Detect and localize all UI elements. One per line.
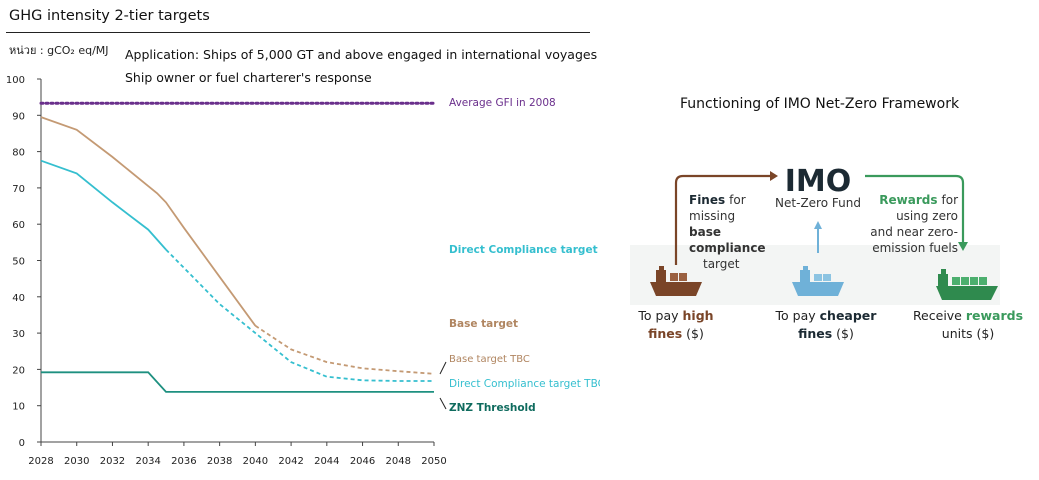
leader-znz	[439, 397, 447, 410]
ship2-caption-d: ($)	[832, 326, 854, 341]
ship2-caption-b: cheaper	[820, 308, 878, 323]
fines-compliance: compliance	[689, 241, 766, 255]
chart-series-labels: Average GFI in 2008 Direct Compliance tar…	[439, 97, 600, 414]
title-divider	[6, 32, 590, 33]
x-tick-label: 2040	[243, 456, 268, 467]
ship2-caption-c: fines	[798, 326, 832, 341]
ship1-caption-a: To pay	[637, 308, 682, 323]
ship1-caption-line2: fines ($)	[648, 326, 704, 341]
x-tick-label: 2048	[386, 456, 411, 467]
y-tick-label: 20	[12, 365, 25, 376]
rewards-near-zero: and near zero-	[870, 225, 958, 239]
y-tick-label: 40	[12, 293, 25, 304]
brown-ship-icon	[650, 266, 702, 296]
x-tick-label: 2034	[135, 456, 160, 467]
y-tick-label: 100	[6, 75, 25, 86]
label-znz: ZNZ Threshold	[449, 402, 536, 414]
x-tick-label: 2046	[350, 456, 375, 467]
x-tick-label: 2032	[100, 456, 125, 467]
fines-missing: missing	[689, 209, 735, 223]
y-tick-label: 0	[19, 438, 25, 449]
fines-arrow	[674, 174, 770, 265]
fines-arrow-head	[770, 171, 778, 181]
label-base-tbc: Base target TBC	[449, 354, 530, 365]
label-dct-tbc: Direct Compliance target TBC	[449, 378, 600, 390]
y-tick-label: 30	[12, 329, 25, 340]
x-tick-label: 2028	[28, 456, 53, 467]
fines-text: Fines for	[689, 193, 746, 207]
leader-base-tbc	[439, 361, 447, 375]
ship3-caption-b: rewards	[966, 308, 1023, 323]
x-tick-label: 2050	[421, 456, 446, 467]
label-base: Base target	[449, 318, 518, 330]
rewards-arrow	[865, 174, 965, 242]
rewards-text: Rewards for	[879, 193, 958, 207]
fines-target: target	[703, 257, 740, 271]
unit-label: หน่วย : gCO₂ eq/MJ	[9, 44, 109, 57]
rewards-for: for	[942, 193, 959, 207]
rewards-emission-fuels: emission fuels	[872, 241, 958, 255]
application-note-line2: Ship owner or fuel charterer's response	[125, 70, 372, 85]
fines-for: for	[729, 193, 746, 207]
y-tick-label: 60	[12, 220, 25, 231]
net-zero-fund-label: Net-Zero Fund	[775, 196, 861, 210]
cheaper-fines-arrow-head	[814, 221, 822, 229]
ship3-caption-a: Receive	[913, 308, 966, 323]
rewards-arrow-head	[958, 242, 968, 251]
y-tick-label: 90	[12, 111, 25, 122]
series-znz-threshold	[41, 371, 434, 393]
series-direct-compliance-target	[40, 159, 167, 251]
chart-series	[39, 101, 436, 393]
ship3-caption-line2: units ($)	[942, 326, 994, 341]
y-tick-label: 80	[12, 148, 25, 159]
green-ship-icon	[936, 269, 998, 300]
rewards-using-zero: using zero	[896, 209, 958, 223]
series-base-target	[40, 116, 257, 327]
framework-title: Functioning of IMO Net-Zero Framework	[680, 96, 960, 112]
ship1-caption-c: fines	[648, 326, 682, 341]
fines-base: base	[689, 225, 721, 239]
chart-axes: 2028 2030 2032 2034 2036 2038 2040 2042 2044 2046…	[6, 75, 447, 467]
y-tick-label: 10	[12, 402, 25, 413]
ship2-caption-line2: fines ($)	[798, 326, 854, 341]
application-note-line1: Application: Ships of 5,000 GT and above…	[125, 47, 598, 62]
fines-word: Fines	[689, 193, 725, 207]
x-tick-label: 2036	[171, 456, 196, 467]
ghg-chart: 2028 2030 2032 2034 2036 2038 2040 2042 2044 2046…	[6, 75, 600, 467]
framework-diagram: IMO Net-Zero Fund Fines for missing base …	[630, 164, 1023, 341]
series-base-target-tbc	[254, 325, 435, 375]
blue-ship-icon	[792, 266, 844, 296]
label-dct: Direct Compliance target	[449, 244, 598, 256]
label-gfi: Average GFI in 2008	[449, 97, 556, 109]
ship1-caption-d: ($)	[682, 326, 704, 341]
y-tick-label: 50	[12, 257, 25, 268]
series-direct-compliance-target-tbc	[165, 248, 434, 382]
x-tick-label: 2038	[207, 456, 232, 467]
y-tick-label: 70	[12, 184, 25, 195]
chart-title: GHG intensity 2-tier targets	[9, 8, 210, 24]
x-tick-label: 2030	[64, 456, 89, 467]
x-tick-label: 2042	[278, 456, 303, 467]
application-note: Application: Ships of 5,000 GT and above…	[125, 43, 597, 89]
rewards-word: Rewards	[879, 193, 937, 207]
ship2-caption-a: To pay	[775, 308, 820, 323]
ship1-caption-b: high	[683, 308, 714, 323]
imo-label: IMO	[785, 164, 852, 199]
x-tick-label: 2044	[314, 456, 339, 467]
ship1-caption-line1: To pay high	[637, 308, 713, 323]
ship2-caption-line1: To pay cheaper	[775, 308, 878, 323]
ship3-caption-line1: Receive rewards	[913, 308, 1023, 323]
